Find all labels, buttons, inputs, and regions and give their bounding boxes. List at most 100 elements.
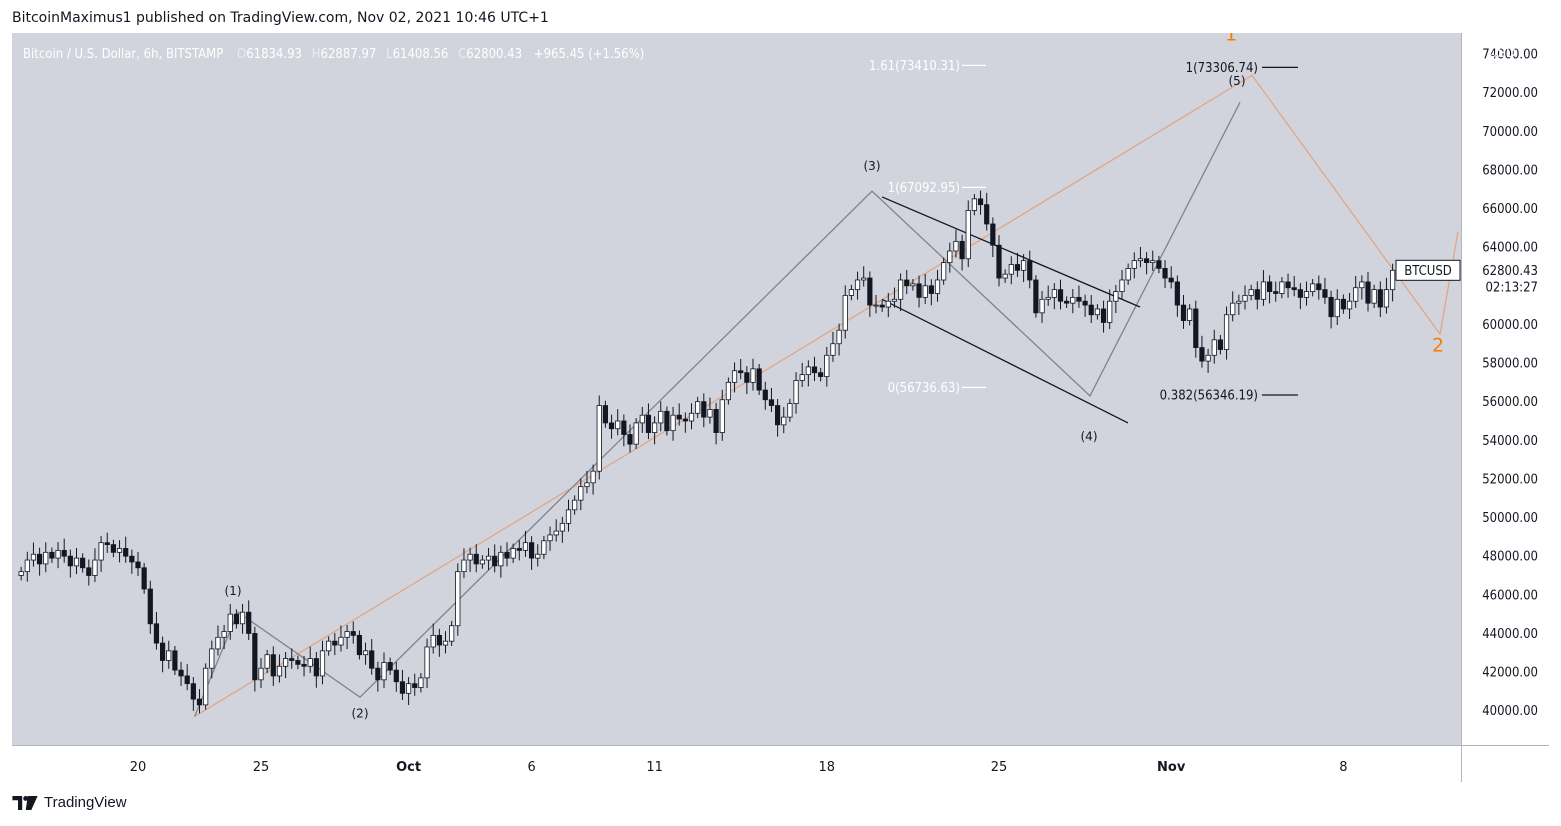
candle [1383,277,1390,314]
candle-body [412,683,418,688]
plot-area[interactable] [12,33,1461,745]
candle [799,362,805,387]
candle [1254,281,1260,310]
candle-body [1076,296,1082,302]
candle [430,623,436,654]
candle [744,366,750,395]
candle [805,360,811,387]
wave-label: (5) [1229,74,1246,88]
candle-body [977,198,984,206]
price-tick-label: 64000.00 [1482,241,1538,256]
time-axis[interactable] [12,745,1461,782]
candle-body [1340,298,1346,310]
candle [405,677,412,706]
candle [1199,335,1205,368]
candle [553,519,559,542]
candle-body [934,279,941,294]
candle [572,495,578,515]
candle [1008,256,1014,285]
candle-body [264,654,270,669]
candle-body [350,631,356,636]
higher-degree-wave-label: 1 [1225,33,1237,46]
candle-body [319,650,326,677]
candle-body [485,555,492,561]
candle [492,544,498,573]
candle [116,540,123,563]
candle [725,377,732,405]
candle-body [301,663,307,667]
candle-body [695,401,701,414]
candle-body [947,250,953,264]
orange-trend-lines [194,74,1459,718]
candle [43,542,49,573]
candle-body [775,405,781,426]
open-label: O [237,47,246,62]
fib-level-label: 1.61(73410.31) [869,59,960,74]
candle [1340,294,1346,314]
candle [1377,281,1383,318]
candle-body [1273,291,1279,294]
candle [313,651,319,688]
candle-body [1383,289,1390,308]
candle-body [184,675,190,685]
price-tick-label: 66000.00 [1482,202,1538,217]
candle-body [104,542,110,546]
candle [1057,279,1064,310]
chart-frame[interactable]: 1.61(73410.31) 1(67092.95) 0(56736.63) 1(73… [12,33,1549,782]
time-tick-label: 18 [819,760,836,775]
time-tick-label: 8 [1339,760,1347,775]
candle [1021,254,1027,283]
candle-body [135,561,141,569]
candle [473,544,479,573]
candle-body [1100,308,1107,323]
wave-labels: (1) (2) (3) (4) (5) 1 2 [225,33,1445,720]
candle-body [344,631,350,638]
candle-body [276,665,283,677]
candle [731,362,738,393]
candle [762,381,768,410]
wave-label: (2) [352,706,369,720]
currency-label: USD [1488,46,1516,61]
candle [652,416,658,445]
candle-body [252,633,258,681]
candle [252,626,258,692]
ohlc-legend[interactable]: Bitcoin / U.S. Dollar, 6h, BITSTAMP O618… [23,47,644,62]
candle [522,530,529,557]
tradingview-brand: TradingView [44,794,127,811]
candle [1193,300,1199,358]
candle-body [529,542,535,559]
candle-body [258,667,264,681]
candle [688,403,695,430]
candle-body [159,642,166,661]
high-label: H [312,47,321,62]
candle-body [43,551,49,565]
candle-body [430,634,436,648]
candle-body [738,370,744,374]
price-tick-label: 50000.00 [1482,511,1538,526]
tradingview-logo[interactable]: TradingView [12,794,127,811]
candle [934,269,941,302]
price-chart[interactable]: 1.61(73410.31) 1(67092.95) 0(56736.63) 1(73… [12,33,1549,782]
candle-body [842,295,848,331]
candle [1390,263,1396,302]
price-tag-box [1462,260,1546,297]
candle-body [1359,281,1365,289]
candle [1014,252,1021,277]
candle-body [1390,269,1396,291]
low-label: L [386,47,393,62]
candle [449,620,455,647]
candle [707,397,713,424]
candle [775,398,781,437]
candle-body [30,553,37,561]
price-axis[interactable] [1461,33,1549,745]
candle [344,624,350,650]
candle [1082,294,1088,317]
higher-degree-wave-label: 2 [1432,334,1444,356]
candle-body [295,660,301,665]
candle [110,539,116,558]
candle-body [1193,308,1199,348]
price-tick-label: 70000.00 [1482,125,1538,140]
candle [467,547,473,572]
candle-body [1279,281,1285,294]
candle [781,407,787,434]
